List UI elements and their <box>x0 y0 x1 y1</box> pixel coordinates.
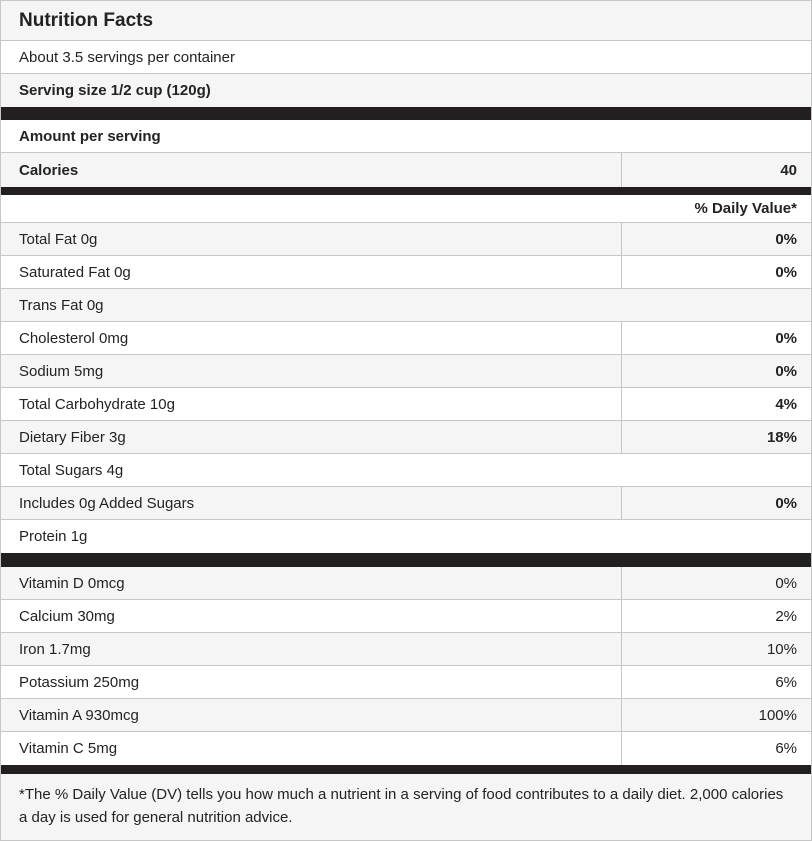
nutrient-dv: 0% <box>621 256 811 288</box>
nutrient-name: Saturated Fat <box>19 263 110 281</box>
nutrient-name: Sodium <box>19 362 70 380</box>
vitamins-section: Vitamin D 0mcg 0% Calcium 30mg 2% Iron 1… <box>1 567 811 765</box>
nutrient-row-dietary-fiber: Dietary Fiber 3g 18% <box>1 421 811 454</box>
nutrients-section: % Daily Value* Total Fat 0g 0% Saturated… <box>1 195 811 553</box>
servings-per-container: About 3.5 servings per container <box>19 48 235 66</box>
nutrient-amount: 3g <box>109 428 126 446</box>
nutrient-row-cholesterol: Cholesterol 0mg 0% <box>1 322 811 355</box>
divider-bar-protein <box>1 553 811 567</box>
calories-value: 40 <box>621 153 811 187</box>
vitamin-name: Vitamin A 930mcg <box>19 706 139 724</box>
calories-row: Calories 40 <box>1 153 811 187</box>
vitamin-row-vitamin-d: Vitamin D 0mcg 0% <box>1 567 811 600</box>
nutrient-name: Trans Fat <box>19 296 83 314</box>
divider-bar-calories <box>1 187 811 195</box>
nutrient-name: Total Carbohydrate <box>19 395 146 413</box>
nutrient-amount: 0mg <box>99 329 129 347</box>
vitamin-name: Vitamin D 0mcg <box>19 574 125 592</box>
calories-section: Amount per serving Calories 40 <box>1 120 811 187</box>
nutrient-name: Includes 0g Added Sugars <box>19 494 195 512</box>
nutrient-dv: 18% <box>621 421 811 453</box>
nutrient-row-protein: Protein 1g <box>1 520 811 553</box>
nutrient-row-sodium: Sodium 5mg 0% <box>1 355 811 388</box>
vitamin-name: Iron 1.7mg <box>19 640 91 658</box>
divider-bar-top <box>1 107 811 120</box>
nutrient-name: Cholesterol <box>19 329 95 347</box>
servings-per-container-row: About 3.5 servings per container <box>1 41 811 74</box>
nutrient-row-total-fat: Total Fat 0g 0% <box>1 223 811 256</box>
vitamin-dv: 0% <box>621 567 811 599</box>
vitamin-row-calcium: Calcium 30mg 2% <box>1 600 811 633</box>
nutrient-name: Dietary Fiber <box>19 428 105 446</box>
calories-label: Calories <box>19 161 79 179</box>
vitamin-name: Vitamin C 5mg <box>19 740 118 757</box>
nutrient-amount: 5mg <box>74 362 104 380</box>
amount-per-serving: Amount per serving <box>19 127 161 145</box>
nutrient-name: Protein <box>19 528 67 545</box>
nutrient-name: Total Sugars <box>19 461 103 479</box>
nutrient-row-total-carbohydrate: Total Carbohydrate 10g 4% <box>1 388 811 421</box>
nutrient-amount: 1g <box>70 528 88 545</box>
header-section: Nutrition Facts About 3.5 servings per c… <box>1 1 811 107</box>
vitamin-dv: 6% <box>621 666 811 698</box>
vitamin-name: Potassium 250mg <box>19 673 140 691</box>
vitamin-row-vitamin-a: Vitamin A 930mcg 100% <box>1 699 811 732</box>
daily-value-footnote: *The % Daily Value (DV) tells you how mu… <box>1 774 811 840</box>
nutrient-name: Total Fat <box>19 230 77 248</box>
daily-value-header: % Daily Value* <box>694 200 797 217</box>
nutrient-amount: 10g <box>149 395 175 413</box>
divider-bar-bottom <box>1 765 811 774</box>
daily-value-header-row: % Daily Value* <box>1 195 811 223</box>
nutrient-amount: 0g <box>86 296 104 314</box>
nutrient-row-added-sugars: Includes 0g Added Sugars 0% <box>1 487 811 520</box>
label-title-row: Nutrition Facts <box>1 1 811 41</box>
nutrient-dv: 4% <box>621 388 811 420</box>
vitamin-dv: 6% <box>621 732 811 765</box>
nutrient-row-total-sugars: Total Sugars 4g <box>1 454 811 487</box>
nutrient-dv: 0% <box>621 322 811 354</box>
nutrient-amount: 4g <box>106 461 124 479</box>
nutrient-dv: 0% <box>621 487 811 519</box>
serving-size: Serving size 1/2 cup (120g) <box>19 82 211 99</box>
vitamin-dv: 100% <box>621 699 811 731</box>
nutrient-dv: 0% <box>621 223 811 255</box>
nutrient-row-saturated-fat: Saturated Fat 0g 0% <box>1 256 811 289</box>
nutrient-dv: 0% <box>621 355 811 387</box>
serving-size-row: Serving size 1/2 cup (120g) <box>1 74 811 107</box>
nutrient-amount: 0g <box>80 230 98 248</box>
label-title: Nutrition Facts <box>19 9 154 31</box>
amount-per-serving-row: Amount per serving <box>1 120 811 153</box>
vitamin-dv: 2% <box>621 600 811 632</box>
vitamin-row-potassium: Potassium 250mg 6% <box>1 666 811 699</box>
vitamin-dv: 10% <box>621 633 811 665</box>
nutrient-row-trans-fat: Trans Fat 0g <box>1 289 811 322</box>
nutrient-amount: 0g <box>114 263 131 281</box>
vitamin-row-vitamin-c: Vitamin C 5mg 6% <box>1 732 811 765</box>
vitamin-row-iron: Iron 1.7mg 10% <box>1 633 811 666</box>
vitamin-name: Calcium 30mg <box>19 607 115 625</box>
